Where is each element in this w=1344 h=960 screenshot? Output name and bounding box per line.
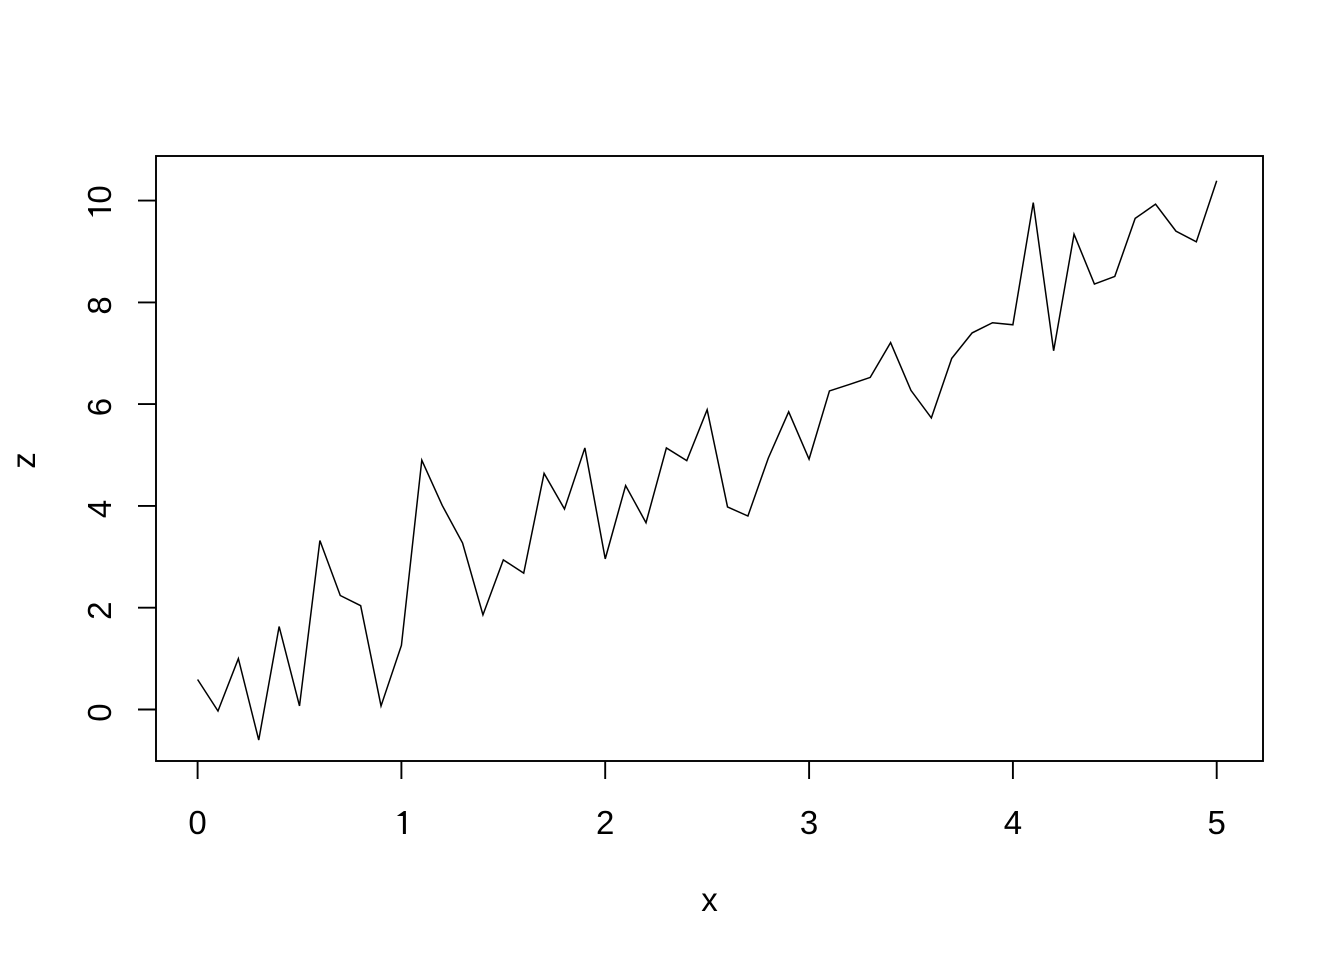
svg-text:0: 0 <box>81 703 118 721</box>
svg-text:8: 8 <box>81 296 118 314</box>
svg-text:3: 3 <box>800 804 818 841</box>
svg-text:z: z <box>5 452 42 469</box>
svg-text:2: 2 <box>596 804 614 841</box>
svg-text:4: 4 <box>81 500 118 518</box>
svg-text:5: 5 <box>1208 804 1226 841</box>
svg-text:0: 0 <box>81 185 118 203</box>
svg-text:2: 2 <box>81 602 118 620</box>
svg-text:6: 6 <box>81 398 118 416</box>
svg-text:x: x <box>701 881 718 918</box>
svg-text:4: 4 <box>1004 804 1022 841</box>
svg-text:0: 0 <box>188 804 206 841</box>
